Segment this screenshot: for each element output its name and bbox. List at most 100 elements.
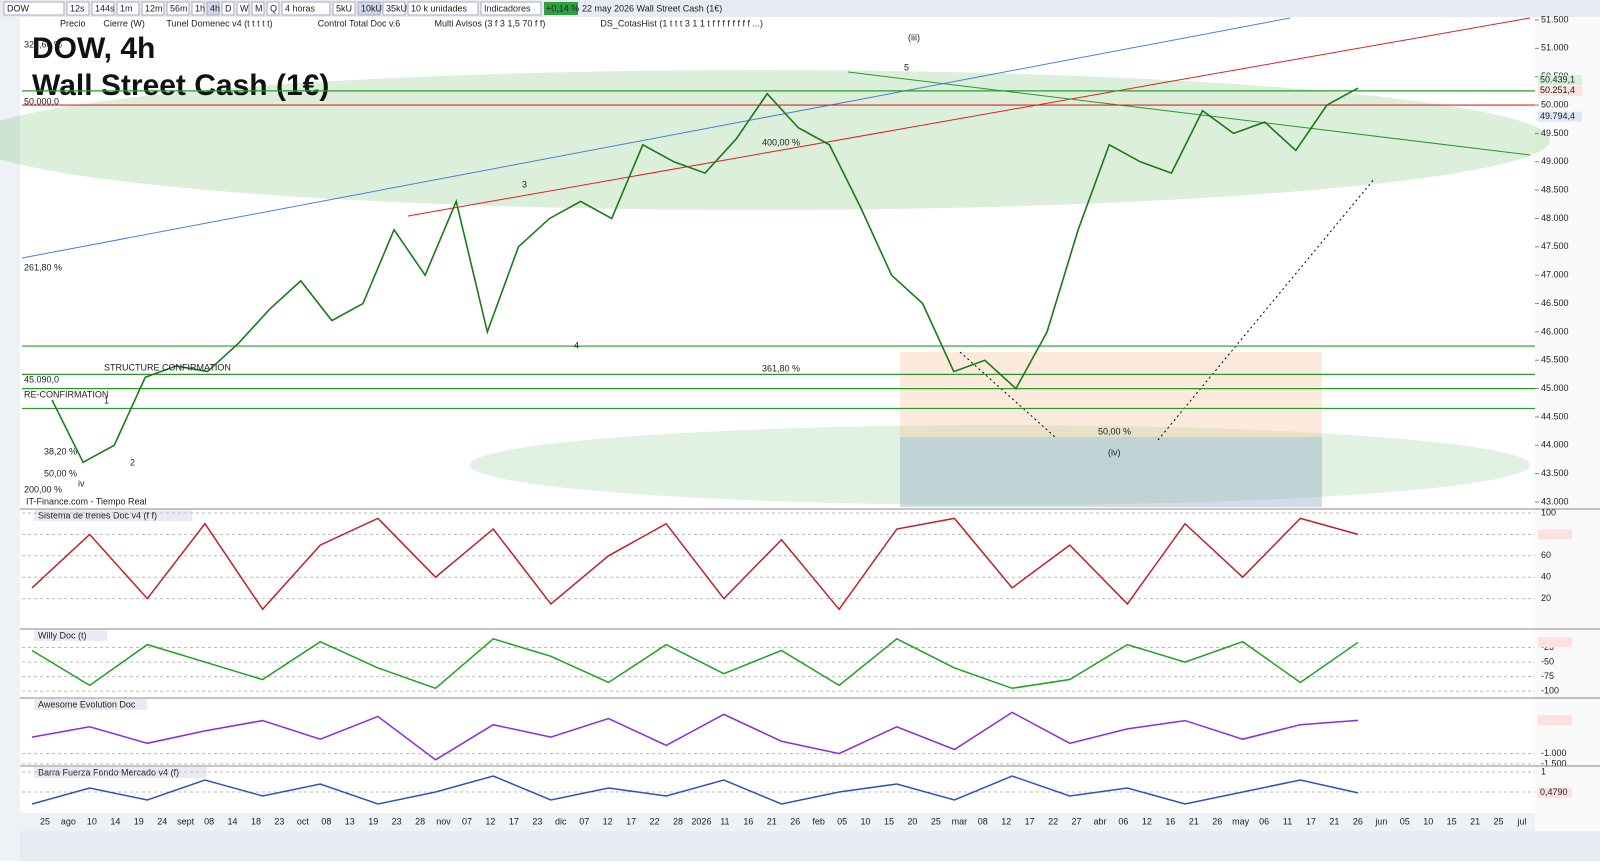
x-tick-label: 25: [40, 816, 50, 826]
x-tick-label: 26: [1212, 816, 1222, 826]
x-tick-label: 08: [204, 816, 214, 826]
button-label[interactable]: M: [255, 3, 263, 13]
x-tick-label: 06: [1118, 816, 1128, 826]
x-tick-label: 17: [1306, 816, 1316, 826]
button[interactable]: [281, 1, 331, 16]
x-tick-label: 07: [462, 816, 472, 826]
chart-subtitle: Wall Street Cash (1€): [32, 69, 329, 102]
button[interactable]: [407, 1, 479, 16]
legend-item[interactable]: Multi Avisos (3 f 3 1,5 70 f f): [435, 18, 546, 28]
price-tag-label: 50.251,4: [1540, 85, 1575, 95]
instrument-info: 22 may 2026 Wall Street Cash (1€): [582, 3, 722, 13]
x-tick-label: 10: [861, 816, 871, 826]
x-tick-label: 2026: [691, 816, 711, 826]
button[interactable]: [166, 1, 190, 16]
annotation: 2: [130, 457, 135, 467]
arrow: [959, 351, 1056, 438]
button[interactable]: [66, 1, 90, 16]
x-tick-label: abr: [1093, 816, 1106, 826]
button-label[interactable]: 10 k unidades: [411, 3, 468, 13]
indicator-line: [31, 711, 1359, 761]
button-label[interactable]: W: [240, 3, 249, 13]
x-tick-label: 17: [626, 816, 636, 826]
x-tick-label: 27: [1072, 816, 1082, 826]
x-tick-label: 05: [837, 816, 847, 826]
value-tag-label: 0,4790: [1540, 787, 1568, 797]
button[interactable]: [382, 1, 406, 16]
legend-item[interactable]: Cierre (W): [103, 18, 144, 28]
legend-item[interactable]: Precio: [60, 18, 86, 28]
button-label[interactable]: 1h: [195, 3, 205, 13]
annotation: 5: [904, 62, 909, 72]
y-tick-label: 43.000: [1541, 496, 1569, 506]
x-tick-label: may: [1232, 816, 1250, 826]
panel-label: Awesome Evolution Doc: [38, 699, 136, 709]
button-label[interactable]: 35kU: [386, 3, 407, 13]
x-tick-label: 19: [368, 816, 378, 826]
change-badge: [544, 2, 578, 15]
button-label[interactable]: 144s: [95, 3, 115, 13]
x-tick-label: 12: [603, 816, 613, 826]
annotation: 38,20 %: [44, 446, 77, 456]
button[interactable]: [191, 1, 205, 16]
annotation: 323,60 %: [24, 39, 62, 49]
button-label[interactable]: Q: [270, 3, 277, 13]
value-tag: [1538, 787, 1572, 798]
trendline: [847, 71, 1531, 156]
y-tick-label: -100: [1541, 686, 1559, 696]
button[interactable]: [357, 1, 381, 16]
button[interactable]: [480, 1, 542, 16]
x-tick-label: 26: [1353, 816, 1363, 826]
button[interactable]: [116, 1, 140, 16]
button-label[interactable]: 12s: [70, 3, 85, 13]
button-label[interactable]: 10kU: [361, 3, 382, 13]
button-label[interactable]: 4h: [210, 3, 220, 13]
y-tick-label: 50.000: [1541, 99, 1569, 109]
price-tag: [1538, 85, 1582, 96]
x-tick-label: 13: [345, 816, 355, 826]
button-label[interactable]: 56m: [170, 3, 188, 13]
band: [470, 425, 1530, 505]
button-label[interactable]: 12m: [145, 3, 163, 13]
button-label[interactable]: DOW: [7, 3, 30, 13]
x-tick-label: 23: [532, 816, 542, 826]
trendline: [407, 17, 1531, 217]
button[interactable]: [266, 1, 280, 16]
button[interactable]: [91, 1, 115, 16]
annotation: (iv): [1108, 447, 1121, 457]
x-tick-label: 22: [650, 816, 660, 826]
legend-item[interactable]: Tunel Domenec v4 (t t t t t): [166, 18, 272, 28]
button-label[interactable]: 1m: [120, 3, 133, 13]
button-label[interactable]: 5kU: [336, 3, 352, 13]
legend-item[interactable]: DS_CotasHist (1 t t t 3 1 1 t f f f f f …: [600, 18, 763, 28]
button-label[interactable]: Indicadores: [484, 3, 531, 13]
change: +0,14 %: [546, 3, 579, 13]
annotation: 1: [104, 395, 109, 405]
button[interactable]: [3, 1, 65, 16]
button[interactable]: [206, 1, 220, 16]
x-tick-label: 22: [1048, 816, 1058, 826]
x-tick-label: 16: [743, 816, 753, 826]
x-tick-label: 10: [87, 816, 97, 826]
button[interactable]: [251, 1, 265, 16]
zone: [900, 437, 1322, 507]
button[interactable]: [141, 1, 165, 16]
x-tick-label: 12: [1142, 816, 1152, 826]
legend-item[interactable]: Control Total Doc v.6: [318, 18, 401, 28]
annotation: 3: [522, 179, 527, 189]
button-label[interactable]: D: [225, 3, 232, 13]
button[interactable]: [221, 1, 235, 16]
y-tick-label: 20: [1541, 593, 1551, 603]
panel-label-bg: [34, 510, 192, 521]
x-tick-label: 28: [415, 816, 425, 826]
button[interactable]: [332, 1, 356, 16]
x-tick-label: 21: [1470, 816, 1480, 826]
button-label[interactable]: 4 horas: [285, 3, 316, 13]
x-tick-label: 19: [134, 816, 144, 826]
value-tag: [1538, 637, 1572, 648]
button[interactable]: [236, 1, 250, 16]
x-tick-label: 11: [1283, 816, 1292, 826]
x-tick-label: 21: [767, 816, 777, 826]
y-tick-label: 43.500: [1541, 468, 1569, 478]
